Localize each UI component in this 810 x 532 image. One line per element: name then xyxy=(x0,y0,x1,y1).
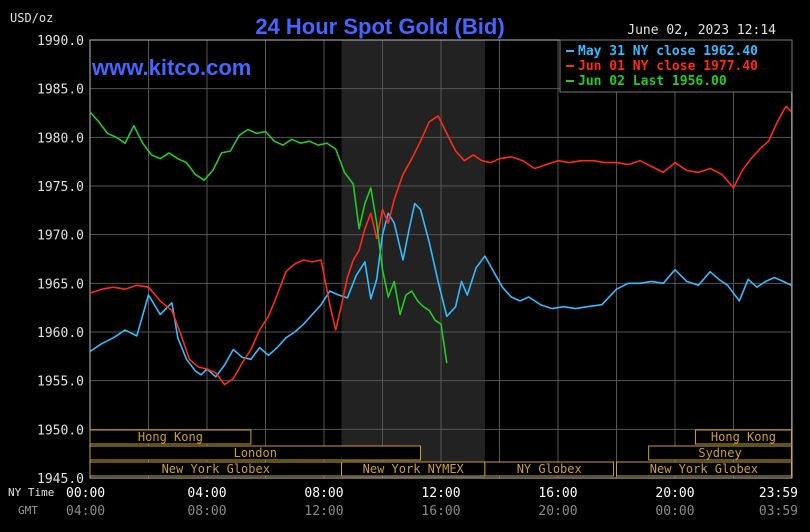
timestamp: June 02, 2023 12:14 xyxy=(627,23,776,38)
y-tick-label: 1955.0 xyxy=(37,375,84,390)
session-label: New York Globex xyxy=(650,462,758,476)
x-tick-label-gmt: 20:00 xyxy=(538,504,577,519)
session-bar xyxy=(616,461,792,477)
x-tick-label-gmt: 03:59 xyxy=(759,504,798,519)
y-tick-label: 1960.0 xyxy=(37,326,84,341)
series-lines xyxy=(89,105,792,386)
session-label: New York Globex xyxy=(162,462,270,476)
x-tick-label-nytime: 20:00 xyxy=(655,486,694,501)
x-tick-label-nytime: 16:00 xyxy=(538,486,577,501)
series-line-jun-01 xyxy=(89,105,792,386)
chart-title: 24 Hour Spot Gold (Bid) xyxy=(255,14,504,39)
x-tick-label-gmt: 00:00 xyxy=(655,504,694,519)
y-tick-label: 1990.0 xyxy=(37,34,84,49)
watermark-text: www.kitco.com xyxy=(91,55,251,80)
session-label: Hong Kong xyxy=(711,430,776,444)
legend-entry: May 31 NY close 1962.40 xyxy=(578,44,758,59)
session-bar xyxy=(89,445,422,461)
y-tick-label: 1965.0 xyxy=(37,277,84,292)
session-label: New York NYMEX xyxy=(363,462,465,476)
x-tick-label-nytime: 08:00 xyxy=(304,486,343,501)
y-tick-label: 1970.0 xyxy=(37,229,84,244)
x-tick-label-nytime: 12:00 xyxy=(421,486,460,501)
gmt-axis-title: GMT xyxy=(18,504,38,517)
plot-border xyxy=(89,39,793,479)
grid-lines xyxy=(89,39,793,479)
x-tick-label-nytime: 00:00 xyxy=(66,486,105,501)
y-tick-label: 1980.0 xyxy=(37,131,84,146)
axis-labels: 1990.0 1985.0 1980.0 1975.0 1970.0 1965.0 1960… xyxy=(8,34,798,519)
x-tick-label-gmt: 16:00 xyxy=(421,504,460,519)
series-line-jun-02 xyxy=(89,111,448,364)
session-bar xyxy=(648,445,792,461)
y-tick-label: 1950.0 xyxy=(37,423,84,438)
unit-label: USD/oz xyxy=(10,11,53,25)
y-tick-label: 1945.0 xyxy=(37,472,84,487)
x-tick-label-gmt: 04:00 xyxy=(66,504,105,519)
nymex-shade xyxy=(341,40,485,478)
y-tick-label: 1975.0 xyxy=(37,180,84,195)
session-label: Sydney xyxy=(698,446,741,460)
x-tick-label-nytime: 04:00 xyxy=(187,486,226,501)
ny-time-axis-title: NY Time xyxy=(8,486,54,499)
x-tick-label-gmt: 12:00 xyxy=(304,504,343,519)
legend-entry: Jun 01 NY close 1977.40 xyxy=(578,59,758,74)
session-label: London xyxy=(234,446,277,460)
legend-entry: Jun 02 Last 1956.00 xyxy=(578,74,727,89)
session-bar xyxy=(89,429,252,445)
y-tick-label: 1985.0 xyxy=(37,83,84,98)
session-label: Hong Kong xyxy=(138,430,203,444)
session-bar xyxy=(484,461,615,477)
x-tick-label-gmt: 08:00 xyxy=(187,504,226,519)
session-bar xyxy=(694,429,792,445)
legend-box xyxy=(559,39,793,93)
session-bars: Hong Kong London New York Globex New York N… xyxy=(89,429,792,477)
series-line-may-31 xyxy=(89,202,792,378)
x-tick-label-nytime: 23:59 xyxy=(759,486,798,501)
session-label: NY Globex xyxy=(517,462,582,476)
